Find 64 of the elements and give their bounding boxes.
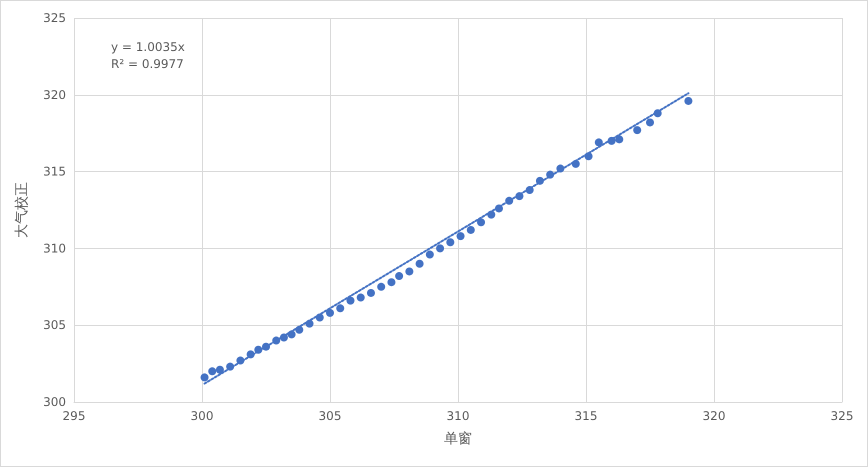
y-tick-label: 320 [43, 88, 66, 102]
point [288, 330, 296, 338]
point [246, 350, 255, 358]
point [356, 294, 365, 302]
x-tick-label: 300 [190, 409, 214, 423]
point [584, 152, 593, 160]
point [466, 226, 475, 234]
point [236, 356, 244, 365]
x-tick-label: 295 [62, 409, 86, 423]
y-tick-label: 305 [43, 318, 66, 332]
point [216, 366, 224, 374]
point [395, 272, 404, 280]
point [377, 282, 386, 291]
point [306, 320, 314, 328]
point [208, 367, 216, 376]
x-tick-label: 325 [830, 409, 854, 423]
x-tick-label: 320 [702, 409, 726, 423]
x-tick-label: 305 [318, 409, 342, 423]
point [505, 196, 514, 205]
point [477, 218, 486, 226]
point [594, 138, 603, 146]
point [405, 267, 414, 276]
y-axis-title: 大气校正 [14, 182, 30, 238]
point [456, 232, 465, 240]
point [316, 314, 324, 322]
point [526, 186, 534, 194]
y-tick-label: 325 [43, 11, 66, 25]
point [615, 135, 624, 144]
y-tick-label: 300 [43, 395, 66, 409]
point [515, 192, 524, 200]
point [416, 260, 424, 268]
point [336, 304, 344, 312]
point [436, 244, 444, 252]
point [446, 238, 454, 246]
y-tick-label: 315 [43, 164, 66, 179]
point [254, 346, 262, 354]
point [536, 176, 544, 185]
annotation: y = 1.0035x [111, 40, 185, 54]
point [494, 204, 503, 212]
point [654, 109, 662, 118]
point [200, 373, 209, 382]
point [633, 126, 642, 134]
point [280, 333, 288, 342]
point [326, 308, 334, 317]
point [426, 250, 434, 259]
point [487, 210, 496, 219]
x-tick-label: 310 [446, 409, 470, 423]
x-tick-label: 315 [574, 409, 598, 423]
annotation: R² = 0.9977 [111, 57, 184, 71]
point [387, 278, 396, 286]
point [546, 170, 554, 179]
x-axis-title: 单窗 [444, 431, 472, 447]
point [556, 164, 564, 173]
point [366, 288, 375, 297]
point [646, 118, 654, 126]
point [272, 336, 280, 345]
point [608, 136, 616, 145]
point [226, 362, 234, 371]
point [295, 326, 304, 334]
point [684, 96, 692, 105]
point [346, 296, 354, 305]
y-tick-label: 310 [43, 241, 66, 256]
point [262, 342, 270, 351]
point [572, 160, 580, 168]
